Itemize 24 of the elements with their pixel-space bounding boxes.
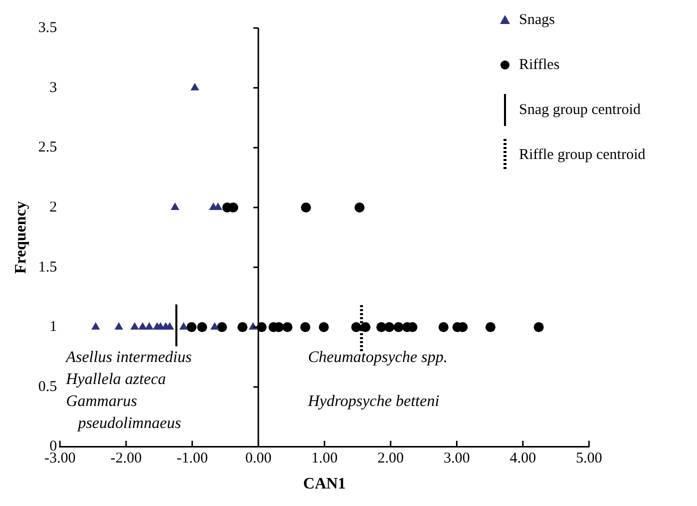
x-tick-label: 5.00: [576, 450, 602, 467]
y-tick-label: 1.5: [38, 259, 57, 276]
y-tick-label: 2.5: [38, 140, 57, 156]
x-tick-label: 1.00: [311, 450, 338, 467]
legend-label: Riffles: [519, 56, 560, 73]
text: Cheumatopsyche spp. Hydropsyche betteni: [308, 349, 448, 410]
x-tick-label: 0.00: [245, 450, 272, 467]
annotation: Asellus intermedius Hyallela azteca Gammarus pseudolimnaeus: [64, 349, 192, 432]
y-tick-label: 0.5: [38, 378, 57, 395]
y-tick-label: 3: [49, 80, 57, 96]
legend-label: Snags: [519, 12, 555, 28]
x-tick-label: -3.00: [44, 450, 76, 467]
x-tick-label: 3.00: [444, 450, 470, 467]
x-tick-label: -1.00: [176, 450, 208, 467]
legend-label: Snag group centroid: [519, 102, 642, 118]
x-tick-label: -2.00: [110, 450, 142, 467]
y-tick-label: 2: [49, 199, 57, 216]
x-tick-label: 2.00: [377, 450, 404, 467]
y-axis-title: Frequency: [12, 201, 30, 274]
x-tick-label: 4.00: [510, 450, 536, 467]
y-tick-label: 1: [49, 319, 57, 336]
x-axis-title: CAN1: [303, 476, 346, 493]
legend-label: Riffle group centroid: [519, 146, 646, 163]
y-tick-label: 3.5: [38, 20, 57, 36]
